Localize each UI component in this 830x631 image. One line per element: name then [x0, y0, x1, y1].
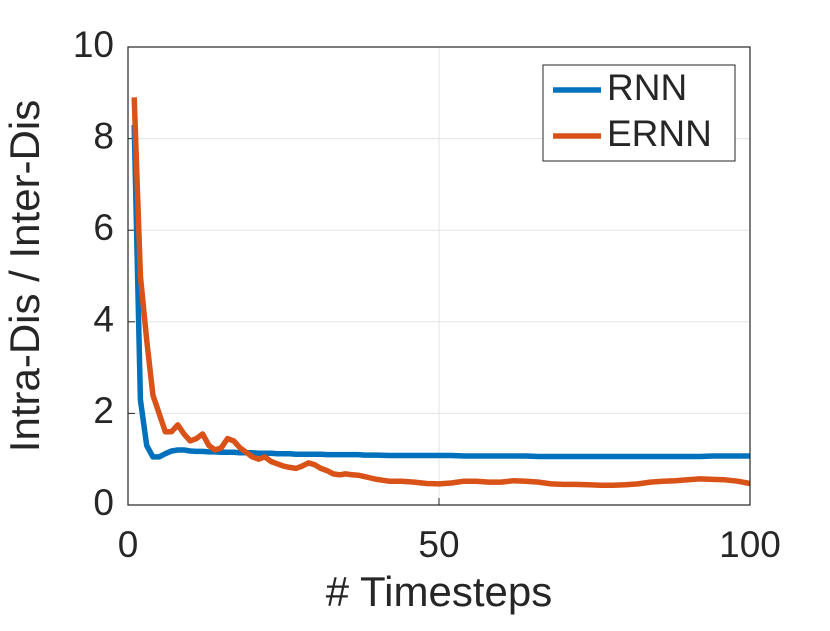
y-tick-label: 8	[93, 115, 114, 156]
data-line	[131, 124, 750, 460]
data-line	[131, 97, 751, 489]
y-tick-label: 0	[93, 482, 114, 523]
legend-label: RNN	[607, 67, 687, 108]
y-tick-label: 4	[93, 299, 114, 340]
legend-label: ERNN	[607, 113, 712, 154]
axes-box	[127, 46, 751, 506]
x-tick-label: 0	[118, 524, 139, 565]
y-tick-label: 6	[93, 207, 114, 248]
x-axis-label: # Timesteps	[326, 568, 552, 615]
y-axis-label: Intra-Dis / Inter-Dis	[1, 100, 48, 452]
y-tick-label: 2	[93, 390, 114, 431]
x-tick-label: 100	[719, 524, 781, 565]
x-tick-label: 50	[418, 524, 459, 565]
y-tick-label: 10	[73, 24, 114, 65]
legend-box	[542, 64, 736, 162]
